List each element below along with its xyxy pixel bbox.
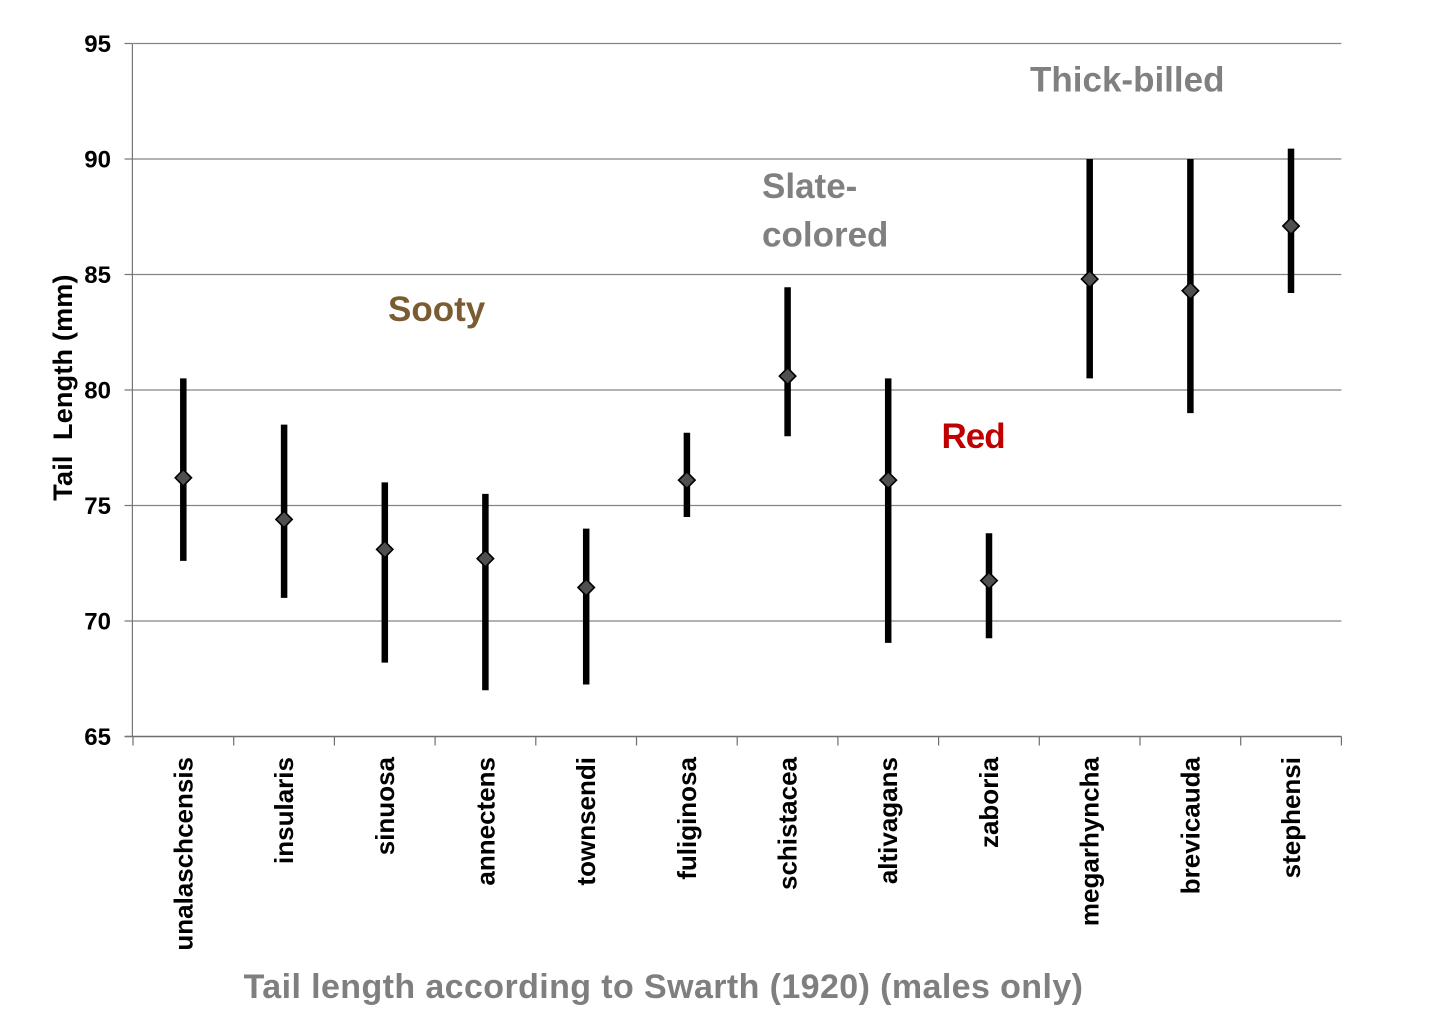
svg-text:megarhyncha: megarhyncha <box>1075 756 1105 926</box>
svg-text:90: 90 <box>84 147 111 174</box>
svg-text:brevicauda: brevicauda <box>1175 756 1205 894</box>
svg-text:Sooty: Sooty <box>388 290 486 329</box>
svg-text:insularis: insularis <box>269 757 299 864</box>
svg-text:70: 70 <box>84 609 111 636</box>
svg-text:Tail length according to Swart: Tail length according to Swarth (1920) (… <box>244 968 1084 1006</box>
svg-text:85: 85 <box>84 262 111 289</box>
svg-text:colored: colored <box>762 216 888 255</box>
svg-text:Slate-: Slate- <box>762 167 857 206</box>
svg-text:Thick-billed: Thick-billed <box>1030 61 1224 100</box>
svg-text:stephensi: stephensi <box>1276 757 1306 878</box>
svg-text:schistacea: schistacea <box>773 756 803 890</box>
svg-text:Tail Length (mm): Tail Length (mm) <box>48 274 78 500</box>
svg-text:Red: Red <box>942 417 1005 456</box>
svg-text:fuliginosa: fuliginosa <box>672 756 702 879</box>
svg-text:unalaschcensis: unalaschcensis <box>168 757 198 951</box>
svg-text:sinuosa: sinuosa <box>370 756 400 855</box>
svg-text:65: 65 <box>84 724 111 751</box>
svg-text:zaboria: zaboria <box>974 756 1004 848</box>
svg-text:townsendi: townsendi <box>571 757 601 886</box>
svg-text:altivagans: altivagans <box>873 757 903 884</box>
svg-text:75: 75 <box>84 493 111 520</box>
svg-text:annectens: annectens <box>470 757 500 886</box>
svg-text:80: 80 <box>84 378 111 405</box>
svg-text:95: 95 <box>84 31 111 58</box>
